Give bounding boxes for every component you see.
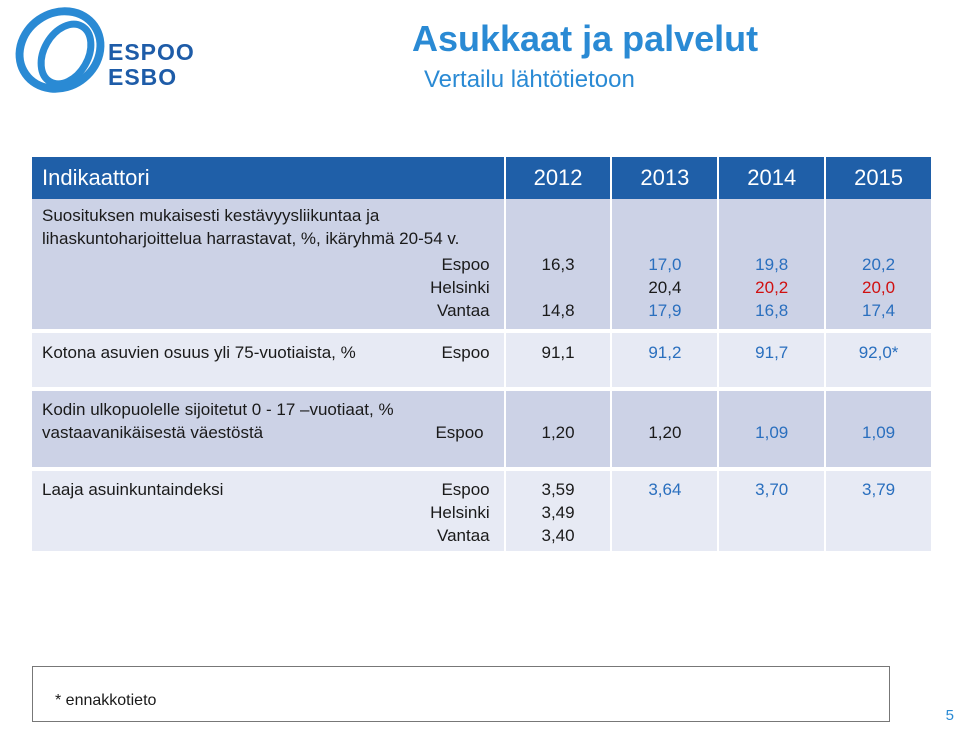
value: 19,8 (755, 255, 789, 274)
row4-2015: 3,79 (826, 471, 931, 555)
row4-cities: Espoo Helsinki Vantaa (430, 478, 490, 547)
value: 20,2 (755, 278, 789, 297)
header-2014: 2014 (719, 157, 827, 199)
row2-2013: 91,2 (612, 333, 720, 391)
value: 14,8 (541, 301, 575, 320)
city-espoo: Espoo (441, 255, 490, 274)
row3-indicator-cell: Kodin ulkopuolelle sijoitetut 0 - 17 –vu… (32, 391, 506, 471)
row2-indicator-cell: Kotona asuvien osuus yli 75-vuotiaista, … (32, 333, 506, 391)
table-row: Laaja asuinkuntaindeksi Espoo Helsinki V… (32, 471, 931, 555)
row4-label: Laaja asuinkuntaindeksi (42, 480, 224, 499)
header-2015: 2015 (826, 157, 931, 199)
table-row: Suosituksen mukaisesti kestävyysliikunta… (32, 199, 931, 333)
row1-2012: 16,3 14,8 (505, 199, 613, 333)
row2-2012: 91,1 (505, 333, 613, 391)
value: 3,40 (541, 526, 575, 545)
page-number: 5 (945, 707, 954, 724)
row2-2014: 91,7 (719, 333, 827, 391)
table-header-row: Indikaattori 2012 2013 2014 2015 (32, 157, 931, 199)
city-helsinki: Helsinki (430, 503, 490, 522)
value: 16,3 (541, 255, 575, 274)
row4-2014: 3,70 (719, 471, 827, 555)
page-title: Asukkaat ja palvelut (412, 18, 759, 59)
footnote-box: * ennakkotieto (32, 666, 890, 722)
value: 3,49 (541, 503, 575, 522)
header-2013: 2013 (612, 157, 720, 199)
value: 17,4 (862, 301, 896, 320)
page-subtitle: Vertailu lähtötietoon (424, 66, 635, 93)
value (506, 276, 611, 299)
row1-indicator-cell: Suosituksen mukaisesti kestävyysliikunta… (32, 199, 506, 333)
indicator-table: Indikaattori 2012 2013 2014 2015 Suositu… (32, 157, 931, 555)
value: 3,59 (541, 480, 575, 499)
city-vantaa: Vantaa (437, 526, 490, 545)
table-row: Kodin ulkopuolelle sijoitetut 0 - 17 –vu… (32, 391, 931, 471)
city-helsinki: Helsinki (430, 278, 490, 297)
row1-cities: Espoo Helsinki Vantaa (430, 253, 490, 322)
city-vantaa: Vantaa (437, 301, 490, 320)
row3-2012: 1,20 (505, 391, 613, 471)
row2-city: Espoo (441, 343, 490, 362)
value: 17,9 (648, 301, 682, 320)
city-espoo: Espoo (441, 480, 490, 499)
row3-label: Kodin ulkopuolelle sijoitetut 0 - 17 –vu… (42, 400, 394, 442)
row3-city: Espoo (435, 423, 484, 442)
row3-2014: 1,09 (719, 391, 827, 471)
value: 20,0 (862, 278, 896, 297)
value: 20,2 (862, 255, 896, 274)
header-2012: 2012 (505, 157, 613, 199)
row3-2013: 1,20 (612, 391, 720, 471)
footnote-text: * ennakkotieto (55, 692, 157, 709)
value: 17,0 (648, 255, 682, 274)
row1-2014: 19,8 20,2 16,8 (719, 199, 827, 333)
value: 16,8 (755, 301, 789, 320)
row3-2015: 1,09 (826, 391, 931, 471)
value: 20,4 (648, 278, 682, 297)
row4-indicator-cell: Laaja asuinkuntaindeksi Espoo Helsinki V… (32, 471, 506, 555)
row4-2013: 3,64 (612, 471, 720, 555)
espoo-logo-icon (15, 7, 105, 93)
row1-2015: 20,2 20,0 17,4 (826, 199, 931, 333)
logo-wordmark: ESPOO ESBO (108, 39, 195, 90)
row4-2012: 3,59 3,49 3,40 (505, 471, 613, 555)
row2-2015: 92,0* (826, 333, 931, 391)
row1-2013: 17,0 20,4 17,9 (612, 199, 720, 333)
row1-label: Suosituksen mukaisesti kestävyysliikunta… (42, 206, 460, 248)
table-row: Kotona asuvien osuus yli 75-vuotiaista, … (32, 333, 931, 391)
row2-label: Kotona asuvien osuus yli 75-vuotiaista, … (42, 343, 356, 362)
header-indikaattori: Indikaattori (32, 157, 506, 199)
